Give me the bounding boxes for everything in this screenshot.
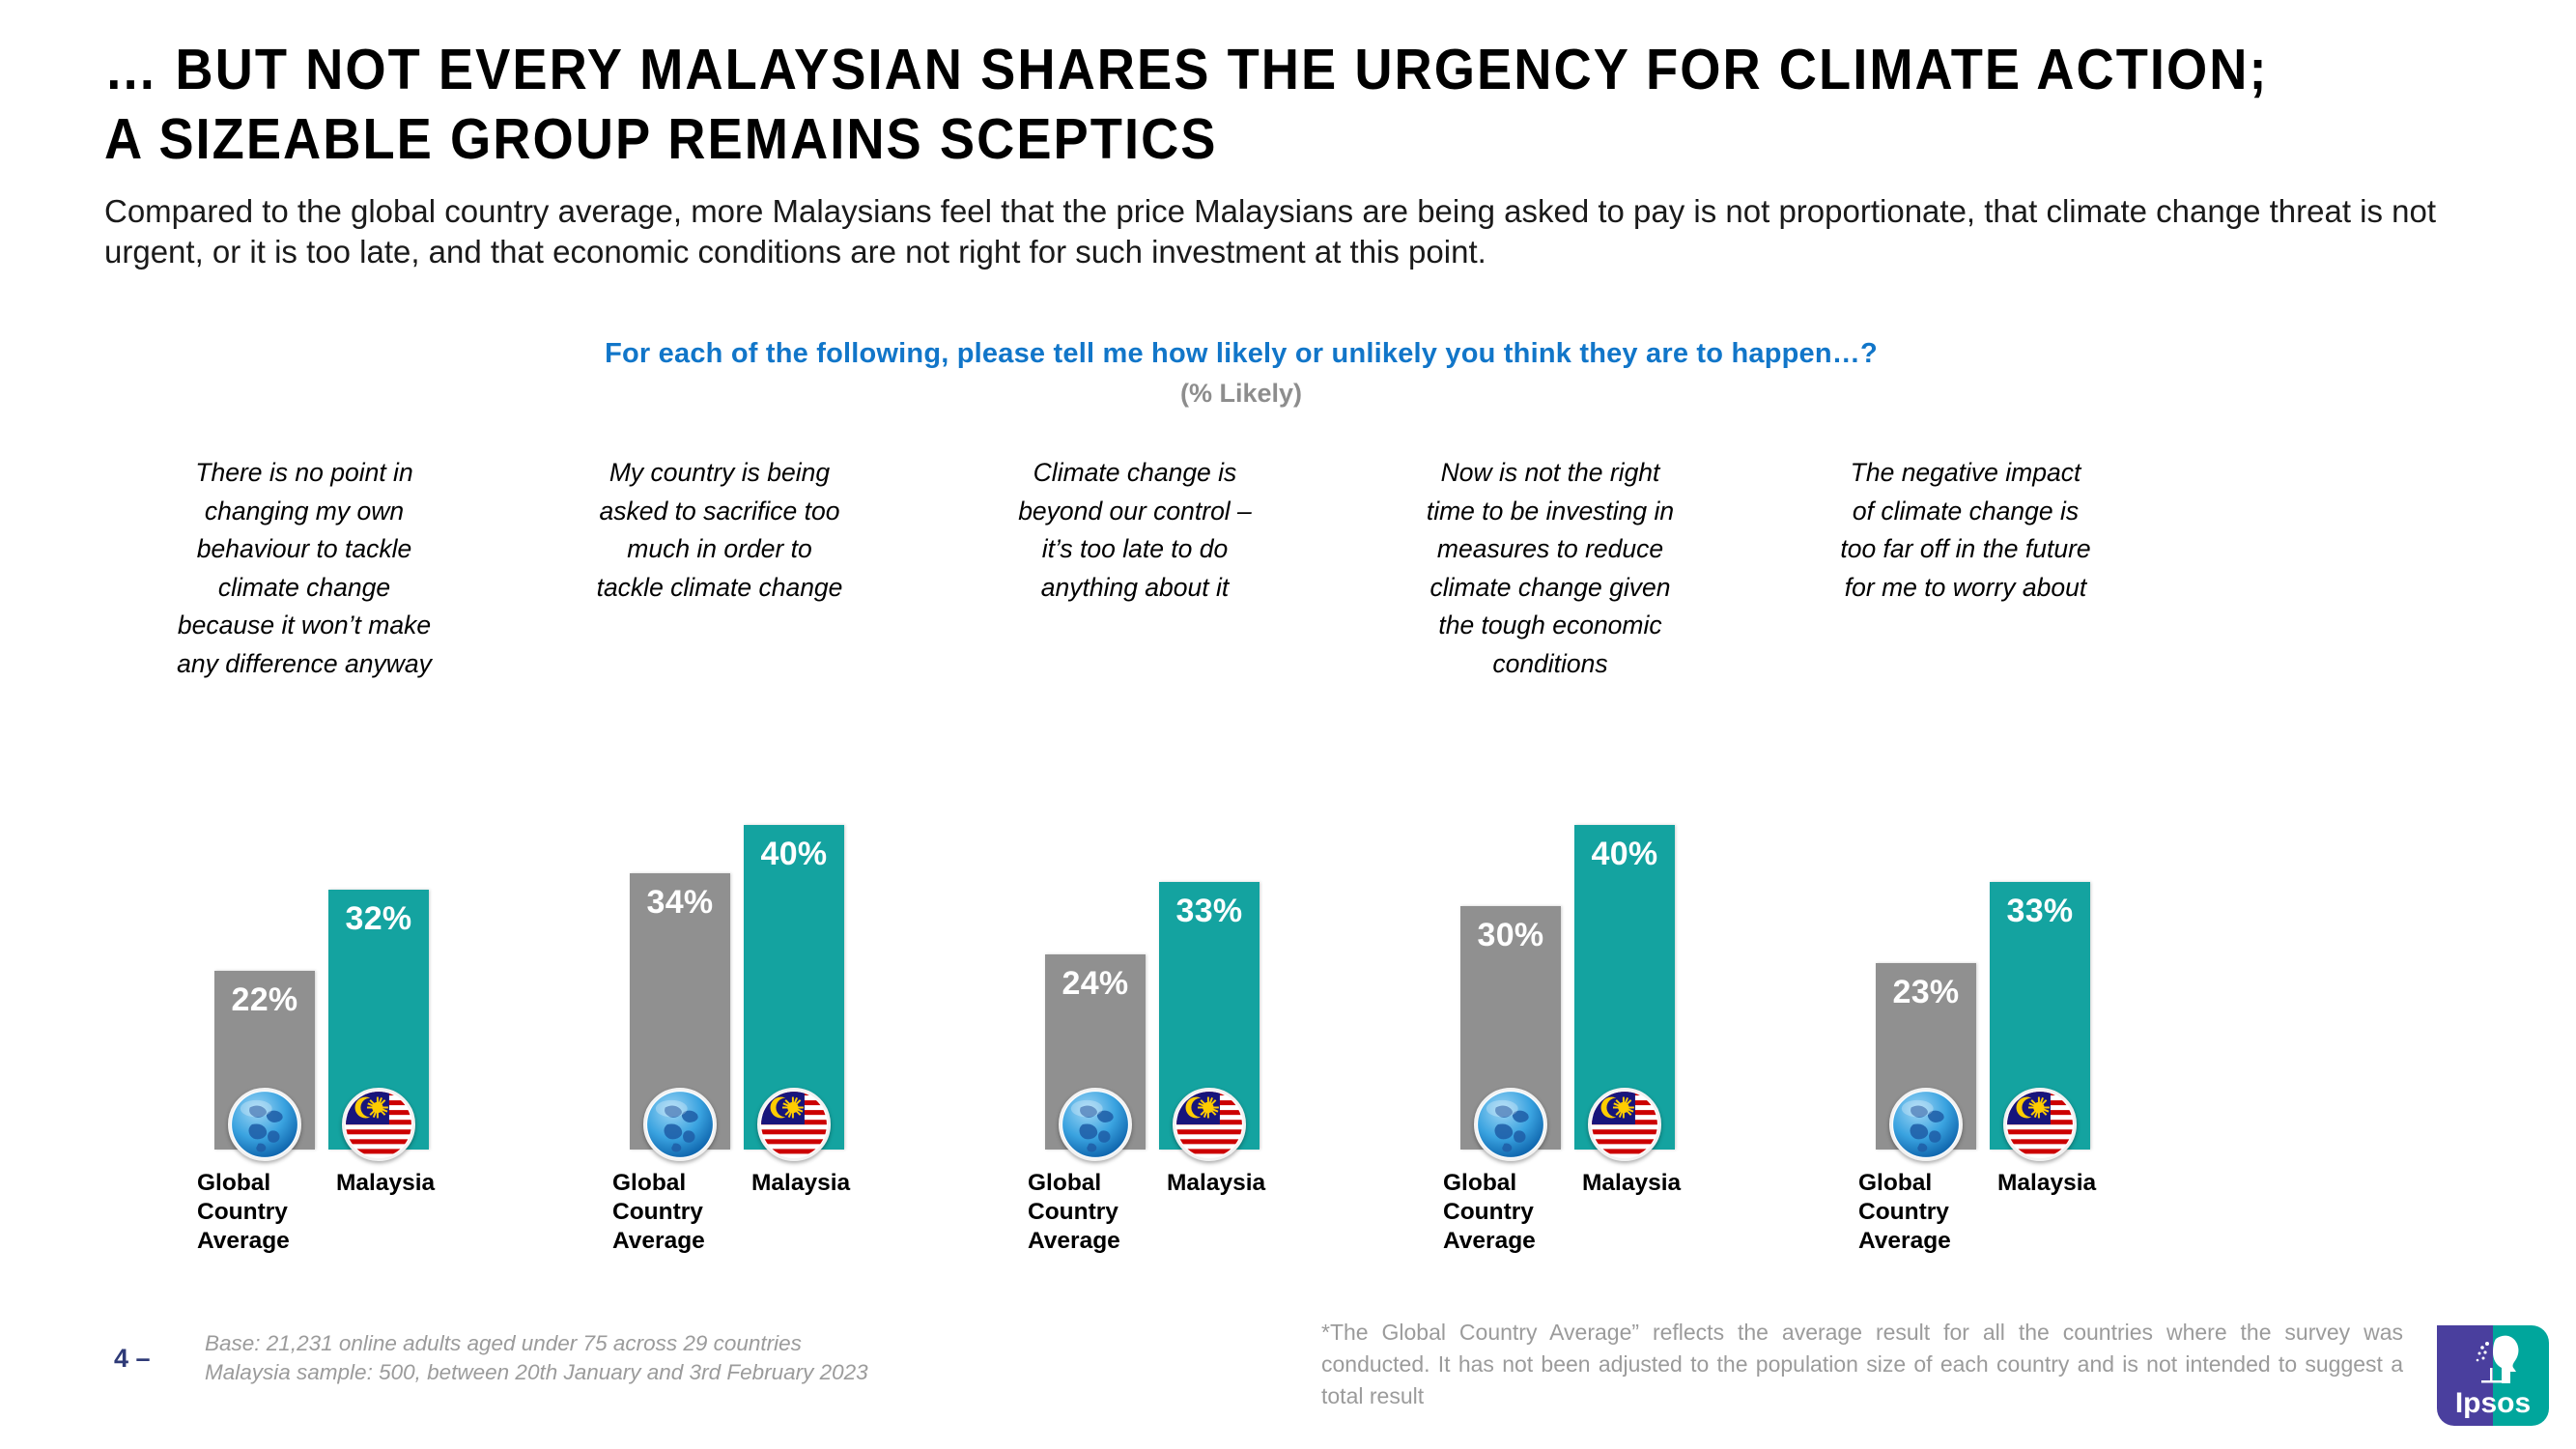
axis-labels: Global Country Average Malaysia	[927, 1169, 1343, 1275]
bar-rect-global: 24%	[1045, 954, 1146, 1161]
bar-value-label: 34%	[646, 884, 714, 922]
axis-labels: Global Country Average Malaysia	[1758, 1169, 2173, 1275]
bar-value-label: 22%	[231, 981, 298, 1019]
bar-malaysia[interactable]: 33%	[1159, 881, 1260, 1161]
axis-label-malaysia: Malaysia	[1582, 1170, 1682, 1196]
bar-group-3: Climate change is beyond our control – i…	[927, 454, 1343, 1285]
bar-rect-global: 34%	[630, 873, 730, 1161]
category-label: My country is being asked to sacrifice t…	[596, 458, 843, 602]
bar-global[interactable]: 23%	[1876, 962, 1976, 1161]
bar-value-label: 40%	[1591, 836, 1658, 872]
bar-value-label: 24%	[1062, 965, 1129, 1003]
bar-rect-global: 23%	[1876, 962, 1976, 1161]
svg-text:Ipsos: Ipsos	[2455, 1387, 2531, 1419]
bar-malaysia[interactable]: 40%	[744, 825, 844, 1161]
globe-icon	[1889, 1088, 1963, 1161]
globe-icon	[228, 1088, 301, 1161]
axis-label-global: Global Country Average	[197, 1170, 290, 1254]
axis-label-malaysia: Malaysia	[1167, 1170, 1266, 1196]
base-note: Base: 21,231 online adults aged under 75…	[205, 1331, 868, 1384]
bar-malaysia[interactable]: 33%	[1990, 881, 2090, 1161]
axis-label-global: Global Country Average	[1028, 1170, 1120, 1254]
malaysia-flag-icon	[1173, 1088, 1246, 1161]
bar-rect-malaysia: 33%	[1159, 881, 1260, 1161]
bar-value-label: 32%	[345, 900, 412, 938]
globe-icon	[643, 1088, 717, 1161]
bar-group-5: The negative impact of climate change is…	[1758, 454, 2173, 1285]
malaysia-flag-icon	[2003, 1088, 2077, 1161]
bar-value-label: 33%	[2006, 892, 2074, 929]
bar-group-4: Now is not the right time to be investin…	[1343, 454, 1758, 1285]
malaysia-flag-icon	[342, 1088, 415, 1161]
bar-malaysia[interactable]: 32%	[328, 890, 429, 1161]
bar-value-label: 30%	[1477, 917, 1544, 953]
axis-label-global: Global Country Average	[1443, 1170, 1536, 1254]
bar-global[interactable]: 34%	[630, 873, 730, 1161]
axis-labels: Global Country Average Malaysia	[1343, 1169, 1758, 1275]
axis-labels: Global Country Average Malaysia	[512, 1169, 927, 1275]
globe-icon	[1474, 1088, 1547, 1161]
bar-value-label: 40%	[760, 836, 828, 872]
bar-value-label: 33%	[1175, 892, 1243, 929]
category-label: The negative impact of climate change is…	[1840, 458, 2091, 602]
axis-label-global: Global Country Average	[612, 1170, 705, 1254]
axis-labels: Global Country Average Malaysia	[97, 1169, 512, 1275]
bar-group-2: My country is being asked to sacrifice t…	[512, 454, 927, 1285]
bar-group-1: There is no point in changing my own beh…	[97, 454, 512, 1285]
malaysia-flag-icon	[1588, 1088, 1661, 1161]
page-subtitle: Compared to the global country average, …	[104, 193, 2437, 270]
ipsos-logo: Ipsos	[2435, 1323, 2551, 1428]
bar-rect-global: 22%	[214, 971, 315, 1161]
bar-rect-malaysia: 40%	[744, 825, 844, 1161]
bars-container: 22% 32%	[97, 734, 512, 1161]
bar-rect-malaysia: 40%	[1574, 825, 1675, 1161]
bar-value-label: 23%	[1892, 973, 1960, 1010]
axis-label-malaysia: Malaysia	[1997, 1170, 2097, 1196]
question-subheading: (% Likely)	[1179, 379, 1303, 408]
bar-global[interactable]: 24%	[1045, 954, 1146, 1161]
footnote: *The Global Country Average” reflects th…	[1321, 1320, 2403, 1408]
bars-container: 34% 40%	[512, 734, 927, 1161]
category-label: Climate change is beyond our control – i…	[1018, 458, 1252, 602]
malaysia-flag-icon	[757, 1088, 831, 1161]
bar-global[interactable]: 30%	[1460, 906, 1561, 1161]
bar-rect-malaysia: 33%	[1990, 881, 2090, 1161]
bar-global[interactable]: 22%	[214, 971, 315, 1161]
page-title: … BUT NOT EVERY MALAYSIAN SHARES THE URG…	[104, 38, 2269, 171]
bar-malaysia[interactable]: 40%	[1574, 825, 1675, 1161]
axis-label-global: Global Country Average	[1858, 1170, 1951, 1254]
category-label: Now is not the right time to be investin…	[1426, 458, 1675, 678]
axis-label-malaysia: Malaysia	[751, 1170, 851, 1196]
axis-label-malaysia: Malaysia	[336, 1170, 436, 1196]
bar-rect-global: 30%	[1460, 906, 1561, 1161]
page-number: 4 –	[114, 1344, 151, 1373]
globe-icon	[1059, 1088, 1132, 1161]
bars-container: 24% 33%	[927, 734, 1343, 1161]
question-heading: For each of the following, please tell m…	[605, 338, 1878, 369]
bar-rect-malaysia: 32%	[328, 890, 429, 1161]
bars-container: 23% 33%	[1758, 734, 2173, 1161]
bars-container: 30% 40%	[1343, 734, 1758, 1161]
category-label: There is no point in changing my own beh…	[177, 458, 432, 678]
bar-chart: There is no point in changing my own beh…	[97, 454, 2453, 1285]
